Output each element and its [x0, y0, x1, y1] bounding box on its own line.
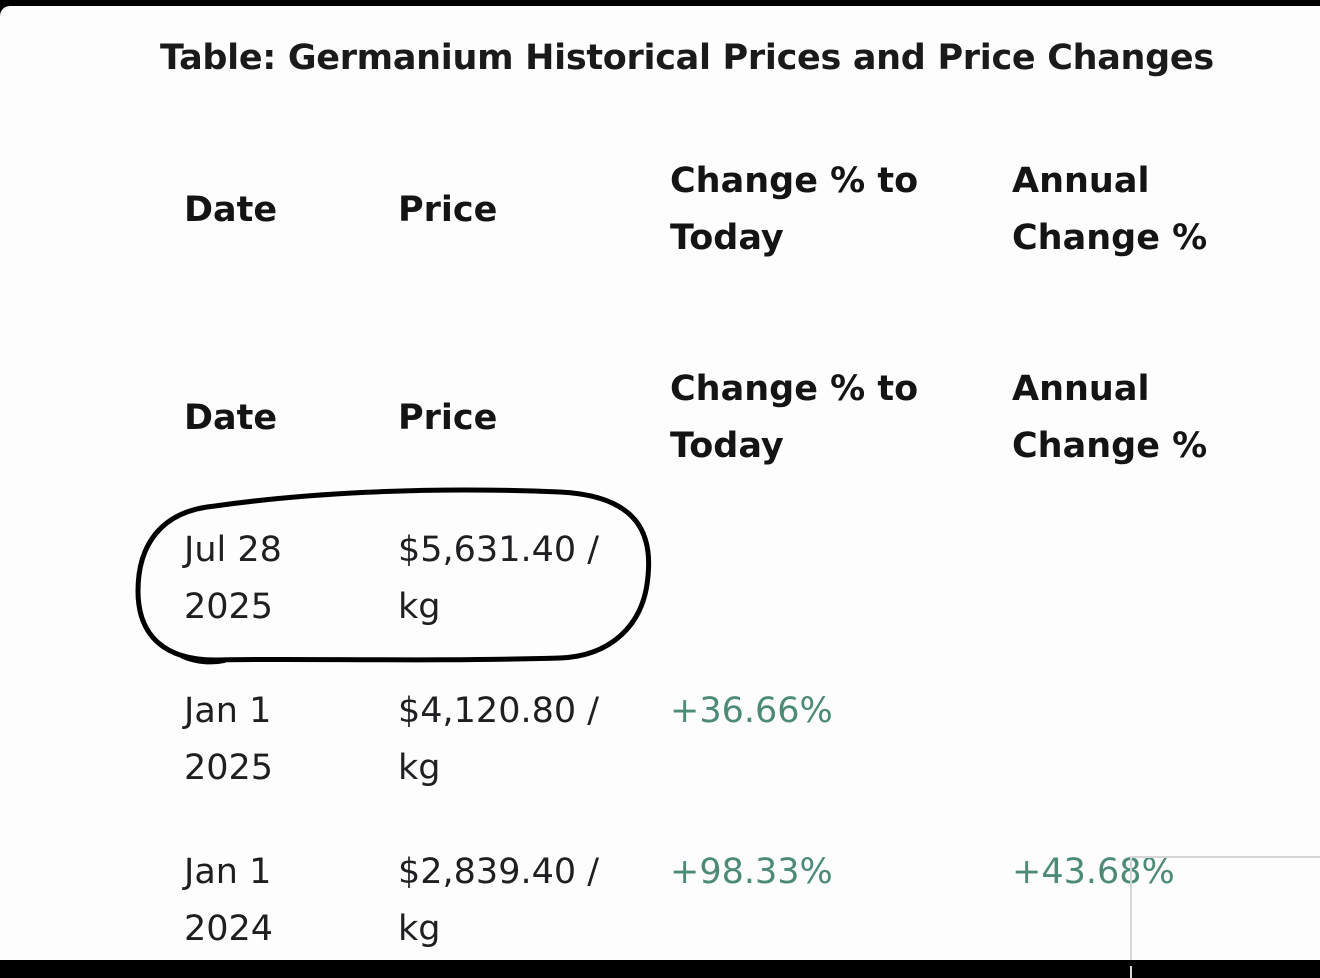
header-annual-line1: Annual	[1012, 369, 1150, 409]
header-date: Date	[184, 190, 278, 230]
row-price-line2: kg	[398, 587, 441, 627]
row-price-line1: $5,631.40 /	[398, 530, 600, 570]
header-annual-line2: Change %	[1012, 218, 1208, 258]
row-price-line2: kg	[398, 748, 441, 788]
header-change-line1: Change % to	[670, 161, 919, 201]
hand-drawn-highlight-ring	[135, 487, 652, 665]
header-change-line2: Today	[670, 426, 784, 466]
row-price-line1: $4,120.80 /	[398, 691, 600, 731]
row-date-line2: 2025	[184, 748, 274, 788]
header-annual-line1: Annual	[1012, 161, 1150, 201]
header-change-line2: Today	[670, 218, 784, 258]
row-date-line1: Jan 1	[184, 852, 272, 892]
header-annual-line2: Change %	[1012, 426, 1208, 466]
row-annual-change: +43.68%	[1012, 852, 1175, 892]
header-change-line1: Change % to	[670, 369, 919, 409]
row-price-line1: $2,839.40 /	[398, 852, 600, 892]
row-change: +36.66%	[670, 691, 833, 731]
table-title: Table: Germanium Historical Prices and P…	[160, 38, 1214, 78]
header-date: Date	[184, 398, 278, 438]
row-price-line2: kg	[398, 909, 441, 949]
row-date-line2: 2024	[184, 909, 274, 949]
row-date-line2: 2025	[184, 587, 274, 627]
header-price: Price	[398, 190, 498, 230]
row-date-line1: Jan 1	[184, 691, 272, 731]
row-change: +98.33%	[670, 852, 833, 892]
row-date-line1: Jul 28	[184, 530, 282, 570]
header-price: Price	[398, 398, 498, 438]
screen-bottom-border	[0, 960, 1320, 966]
document-page: Table: Germanium Historical Prices and P…	[0, 6, 1320, 978]
overlay-box-edge	[1130, 856, 1320, 978]
